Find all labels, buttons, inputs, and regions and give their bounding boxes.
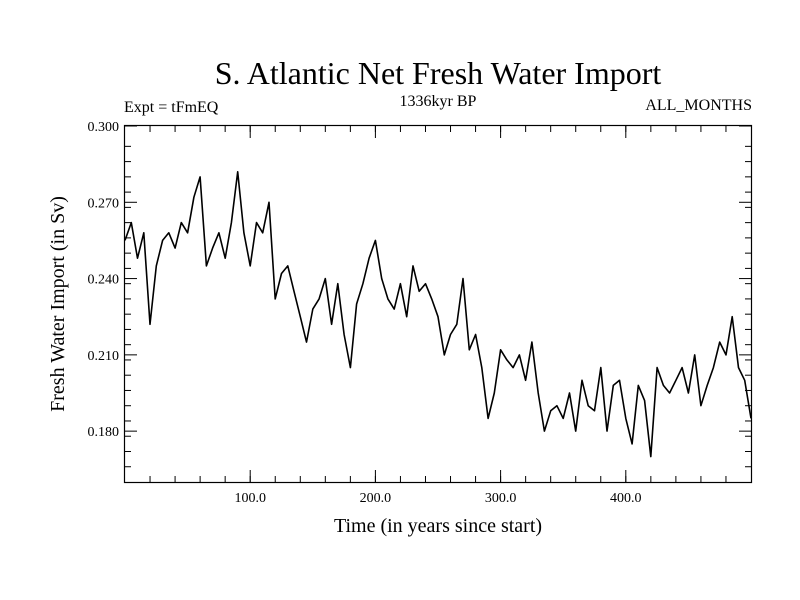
y-tick-label: 0.180: [88, 425, 120, 440]
months-label: ALL_MONTHS: [645, 97, 752, 114]
y-tick-label: 0.240: [88, 273, 120, 288]
plot-frame: [123, 124, 753, 484]
x-tick-label: 100.0: [234, 491, 266, 506]
fresh-water-series-line: [124, 171, 752, 458]
y-axis-label: Fresh Water Import (in Sv): [47, 196, 69, 412]
chart-subtitle: 1336kyr BP: [400, 93, 477, 110]
y-tick-label: 0.270: [88, 196, 120, 211]
x-axis-label: Time (in years since start): [334, 515, 542, 537]
y-tick-label: 0.300: [88, 120, 120, 135]
x-tick-label: 300.0: [485, 491, 517, 506]
x-tick-label: 200.0: [360, 491, 392, 506]
experiment-label: Expt = tFmEQ: [124, 99, 219, 116]
axis-tick-labels: 100.0 200.0 300.0 400.0 0.180 0.210 0.240 0.270…: [88, 120, 642, 506]
x-tick-label: 400.0: [610, 491, 642, 506]
y-tick-label: 0.210: [88, 349, 120, 364]
chart-title: S. Atlantic Net Fresh Water Import: [215, 55, 662, 91]
axis-ticks: [125, 125, 751, 482]
